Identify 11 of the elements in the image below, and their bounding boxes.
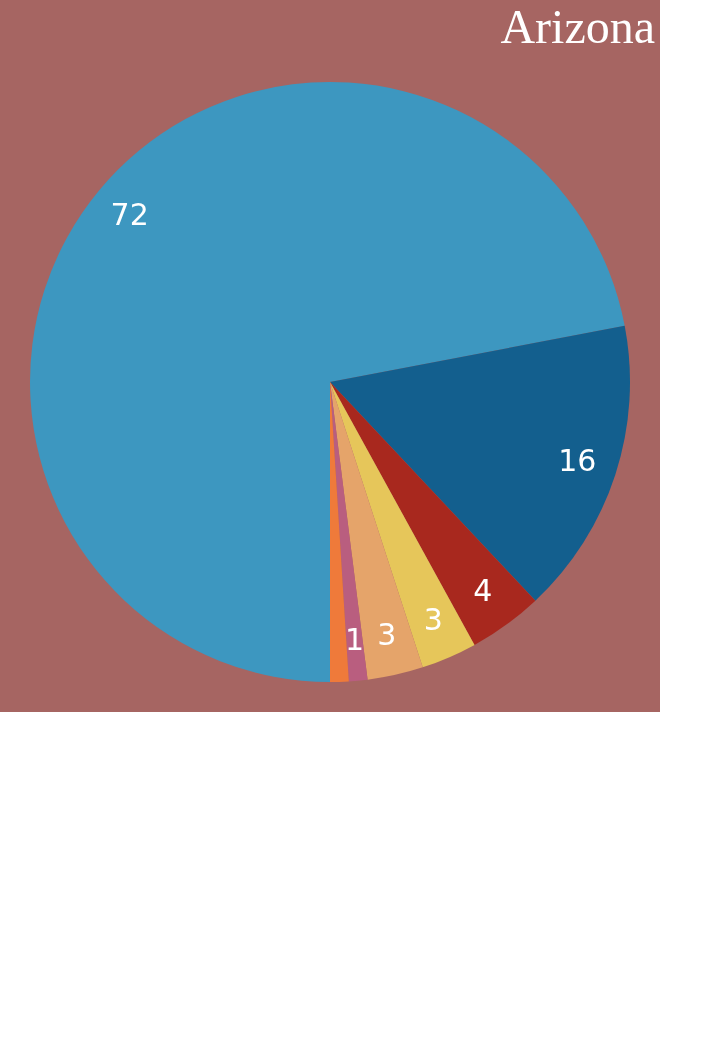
data-label: 16 — [558, 443, 597, 479]
pie-slice — [30, 82, 625, 682]
pie-slice — [330, 382, 423, 680]
chart-title: Arizona — [500, 0, 655, 53]
pie-slice — [330, 325, 630, 601]
pie-slice — [330, 382, 475, 668]
data-label: 3 — [423, 601, 443, 637]
data-label: 1 — [344, 621, 365, 657]
data-label: 3 — [377, 616, 397, 652]
data-label: 4 — [473, 573, 493, 609]
data-label: 72 — [110, 197, 149, 233]
